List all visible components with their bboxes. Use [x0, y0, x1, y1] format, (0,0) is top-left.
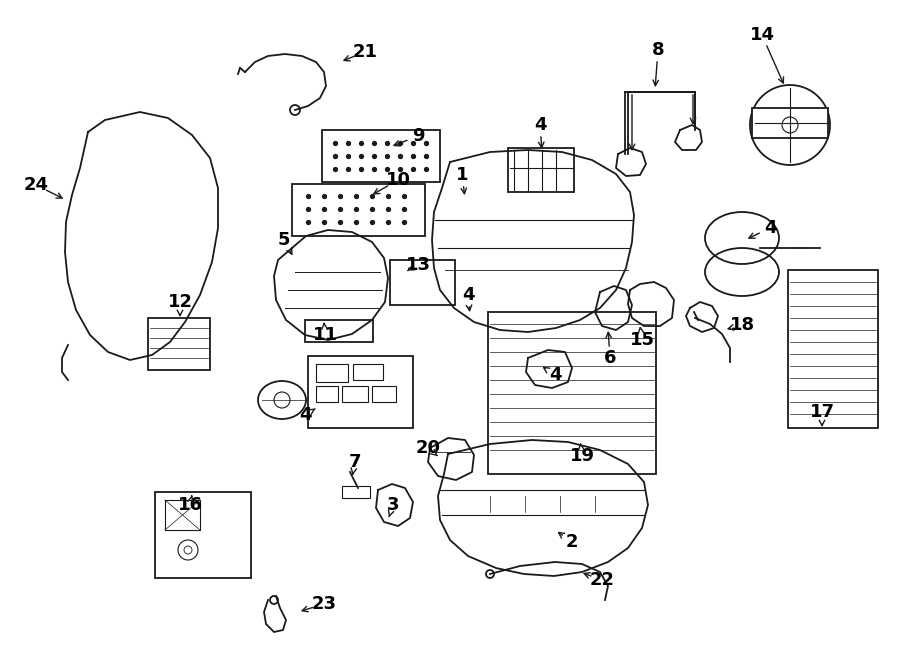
Text: 3: 3: [387, 496, 400, 514]
Text: 14: 14: [750, 26, 775, 44]
Text: 4: 4: [299, 406, 311, 424]
Text: 4: 4: [764, 219, 776, 237]
FancyBboxPatch shape: [155, 492, 251, 578]
Text: 21: 21: [353, 43, 377, 61]
Text: 9: 9: [412, 127, 424, 145]
Text: 16: 16: [177, 496, 202, 514]
Text: 13: 13: [406, 256, 430, 274]
Text: 11: 11: [312, 326, 338, 344]
FancyBboxPatch shape: [316, 364, 348, 382]
FancyBboxPatch shape: [508, 148, 574, 192]
Text: 19: 19: [570, 447, 595, 465]
FancyBboxPatch shape: [322, 130, 440, 182]
FancyBboxPatch shape: [305, 320, 373, 342]
Text: 4: 4: [549, 366, 562, 384]
FancyBboxPatch shape: [316, 386, 338, 402]
FancyBboxPatch shape: [292, 184, 425, 236]
FancyBboxPatch shape: [148, 318, 210, 370]
Text: 20: 20: [416, 439, 440, 457]
FancyBboxPatch shape: [390, 260, 455, 305]
Text: 8: 8: [652, 41, 664, 59]
FancyBboxPatch shape: [353, 364, 383, 380]
Text: 4: 4: [462, 286, 474, 304]
Text: 5: 5: [278, 231, 290, 249]
FancyBboxPatch shape: [372, 386, 396, 402]
Text: 7: 7: [349, 453, 361, 471]
FancyBboxPatch shape: [308, 356, 413, 428]
Text: 17: 17: [809, 403, 834, 421]
FancyBboxPatch shape: [488, 312, 656, 474]
FancyBboxPatch shape: [342, 386, 368, 402]
Text: 10: 10: [385, 171, 410, 189]
Text: 1: 1: [455, 166, 468, 184]
Text: 15: 15: [629, 331, 654, 349]
Text: 12: 12: [167, 293, 193, 311]
FancyBboxPatch shape: [342, 486, 370, 498]
Text: 6: 6: [604, 349, 617, 367]
Text: 18: 18: [729, 316, 754, 334]
Text: 4: 4: [534, 116, 546, 134]
FancyBboxPatch shape: [752, 108, 828, 138]
Text: 23: 23: [311, 595, 337, 613]
FancyBboxPatch shape: [788, 270, 878, 428]
Text: 24: 24: [23, 176, 49, 194]
Text: 22: 22: [590, 571, 615, 589]
Text: 2: 2: [566, 533, 578, 551]
